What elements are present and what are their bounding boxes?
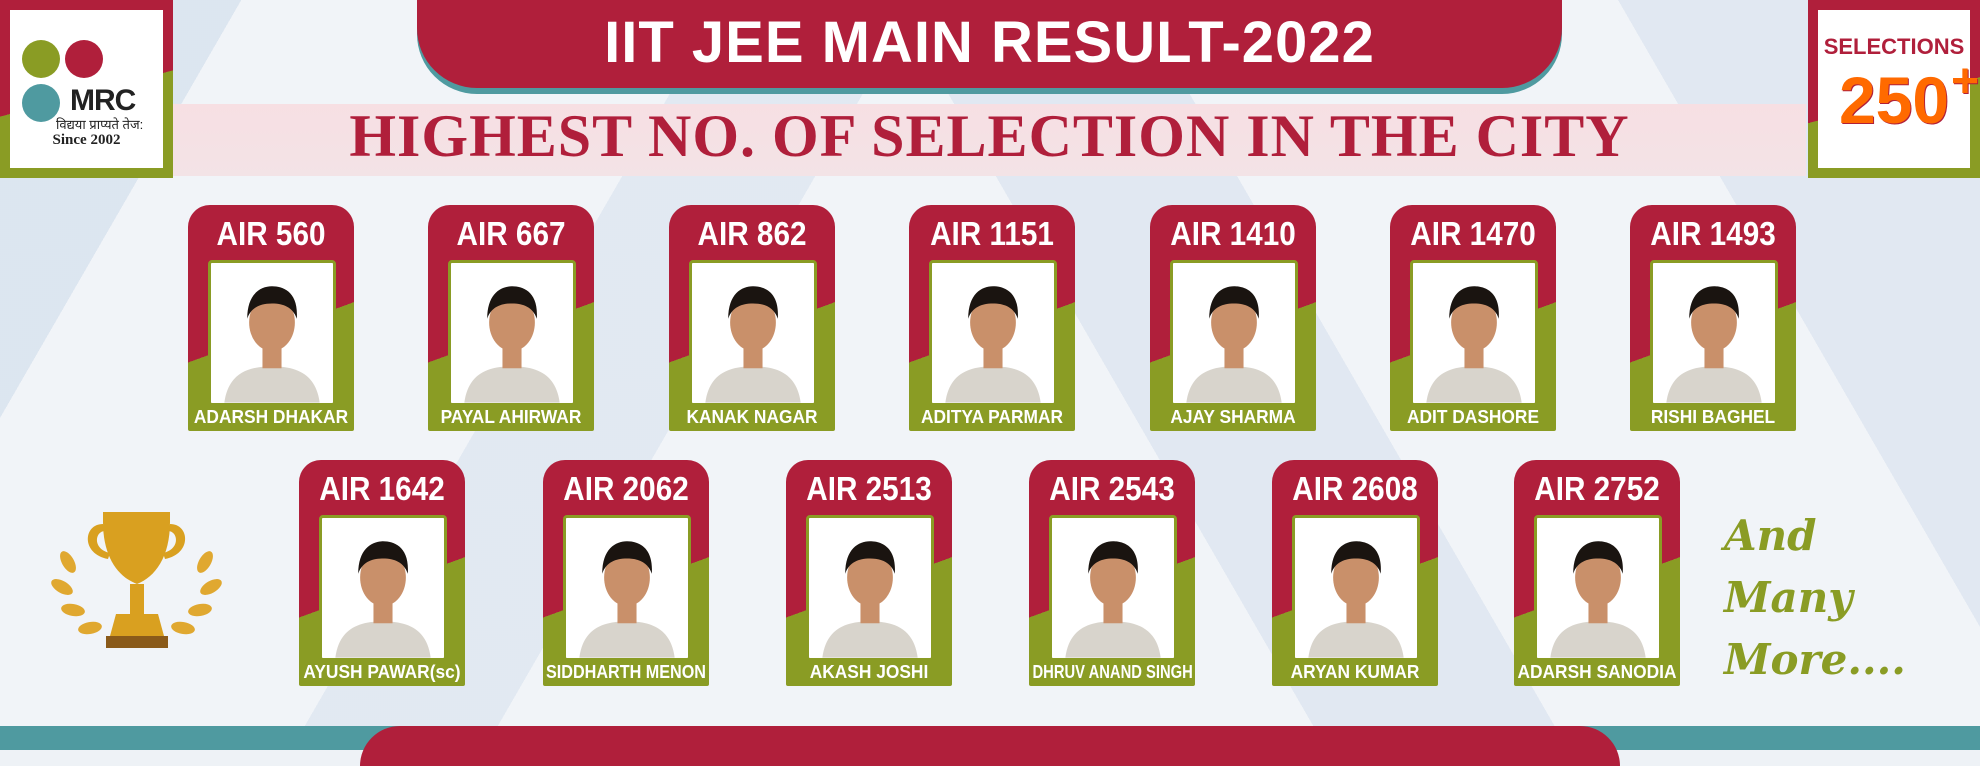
student-card: AIR 2752 ADARSH SANODIA [1514,460,1680,686]
student-rank: AIR 1470 [1410,215,1536,252]
student-rank: AIR 2752 [1534,470,1660,507]
student-name: DHRUV ANAND SINGH [1032,658,1192,686]
student-name: ADIT DASHORE [1393,403,1553,431]
student-rank: AIR 1151 [930,215,1054,252]
logo: MRC विद्यया प्राप्यते तेज: Since 2002 [0,0,173,178]
student-name: KANAK NAGAR [672,403,832,431]
person-icon [1052,518,1174,658]
student-rank: AIR 1642 [319,470,445,507]
person-icon [211,263,333,403]
subtitle-band [173,104,1806,176]
student-rank: AIR 862 [697,215,807,252]
student-rank: AIR 2543 [1049,470,1175,507]
student-rank: AIR 2608 [1292,470,1418,507]
trophy-icon [51,512,222,648]
student-card: AIR 862 KANAK NAGAR [669,205,835,431]
student-name: RISHI BAGHEL [1633,403,1793,431]
student-rank: AIR 2513 [806,470,932,507]
student-photo [1534,515,1662,661]
person-icon [1537,518,1659,658]
person-icon [1653,263,1775,403]
student-name: ADARSH SANODIA [1517,658,1677,686]
logo-brand: MRC [70,84,136,117]
footer-banner [360,726,1620,766]
student-card: AIR 1470 ADIT DASHORE [1390,205,1556,431]
student-photo [1049,515,1177,661]
student-rank: AIR 2062 [563,470,689,507]
atom-icon [22,40,60,78]
student-name: SIDDHARTH MENON [546,658,706,686]
student-rank: AIR 560 [216,215,326,252]
person-icon [932,263,1054,403]
person-icon [566,518,688,658]
student-card: AIR 2062 SIDDHARTH MENON [543,460,709,686]
person-icon [809,518,931,658]
student-card: AIR 560 ADARSH DHAKAR [188,205,354,431]
student-photo [1170,260,1298,406]
student-name: AJAY SHARMA [1153,403,1313,431]
student-photo [806,515,934,661]
student-rank: AIR 1493 [1650,215,1776,252]
more-line-3: More.... [1724,635,1906,684]
student-photo [1650,260,1778,406]
flask-icon [65,40,103,78]
student-rank: AIR 667 [456,215,566,252]
student-name: ARYAN KUMAR [1275,658,1435,686]
student-photo [208,260,336,406]
title-banner: IIT JEE MAIN RESULT-2022 [417,0,1562,88]
selections-badge: SELECTIONS 250 + [1808,0,1980,178]
person-icon [1413,263,1535,403]
selections-label: SELECTIONS [1823,34,1965,59]
student-name: AKASH JOSHI [789,658,949,686]
person-icon [451,263,573,403]
student-photo [929,260,1057,406]
math-icon [22,84,60,122]
subtitle: HIGHEST NO. OF SELECTION IN THE CITY [349,103,1630,169]
and-many-more-text: And Many More.... [1724,505,1906,691]
more-line-1: And [1724,511,1817,560]
person-icon [1295,518,1417,658]
student-photo [448,260,576,406]
student-photo [1410,260,1538,406]
student-card: AIR 667 PAYAL AHIRWAR [428,205,594,431]
student-card: AIR 1410 AJAY SHARMA [1150,205,1316,431]
student-card: AIR 2513 AKASH JOSHI [786,460,952,686]
person-icon [322,518,444,658]
person-icon [692,263,814,403]
page-title: IIT JEE MAIN RESULT-2022 [604,9,1375,75]
student-photo [319,515,447,661]
student-name: PAYAL AHIRWAR [431,403,591,431]
student-card: AIR 2608 ARYAN KUMAR [1272,460,1438,686]
student-photo [563,515,691,661]
selections-plus: + [1951,55,1980,108]
more-line-2: Many [1724,573,1853,622]
person-icon [1173,263,1295,403]
selections-count: 250 [1838,63,1950,137]
logo-tagline: विद्यया प्राप्यते तेज: [56,117,144,132]
logo-since: Since 2002 [52,132,121,148]
student-name: ADITYA PARMAR [912,403,1072,431]
student-photo [689,260,817,406]
student-card: AIR 1642 AYUSH PAWAR(sc) [299,460,465,686]
student-card: AIR 1493 RISHI BAGHEL [1630,205,1796,431]
student-photo [1292,515,1420,661]
student-card: AIR 1151 ADITYA PARMAR [909,205,1075,431]
student-rank: AIR 1410 [1170,215,1296,252]
student-card: AIR 2543 DHRUV ANAND SINGH [1029,460,1195,686]
student-name: AYUSH PAWAR(sc) [302,658,462,686]
student-name: ADARSH DHAKAR [191,403,351,431]
